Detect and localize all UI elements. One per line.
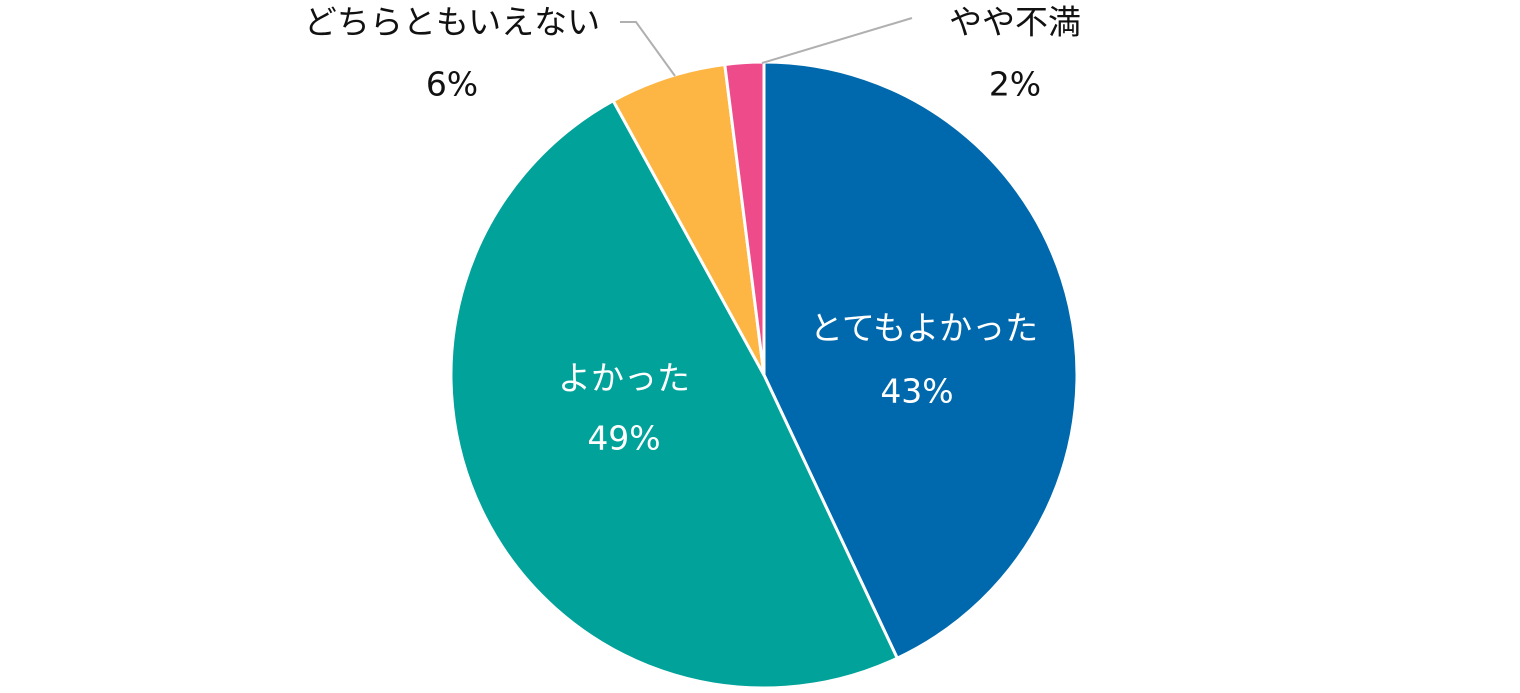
pie-slices [449,60,1079,690]
pie-slice-2 [611,62,766,377]
leader-lines [620,17,913,77]
slice-name-label-2: どちらともいえない [304,3,600,42]
pie-slice-0 [762,60,1079,660]
slice-labels: とてもよかった 43% よかった 49% どちらともいえない 6% やや不満 2% [304,3,1081,458]
slice-name-label-1: よかった [558,359,690,398]
leader-line-2 [620,21,676,77]
slice-name-label-0: とてもよかった [810,309,1038,348]
leader-line-3 [761,17,913,64]
slice-name-label-3: やや不満 [949,3,1081,42]
pie-slice-1 [449,99,899,690]
slice-value-label-3: 2% [989,65,1041,104]
slice-value-label-0: 43% [880,372,953,411]
slice-value-label-2: 6% [426,65,478,104]
slice-value-label-1: 49% [587,419,660,458]
